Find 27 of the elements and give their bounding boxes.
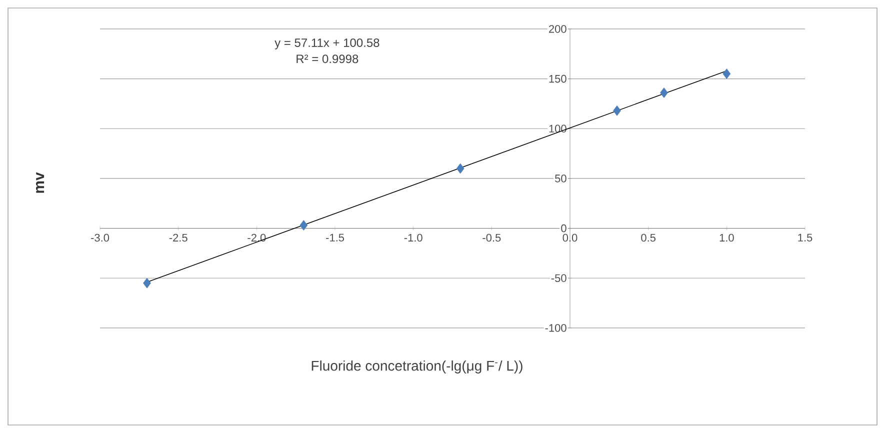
point bbox=[456, 163, 464, 174]
x-tick-label: 1.5 bbox=[798, 234, 812, 242]
y-tick-label: 150 bbox=[549, 74, 566, 83]
y-axis-title: mv bbox=[36, 172, 44, 193]
point bbox=[722, 68, 731, 80]
x-tick-label: -2.5 bbox=[169, 234, 188, 242]
annotation: y = 57.11x + 100.58 bbox=[274, 38, 380, 50]
x-tick-label: -1.0 bbox=[404, 234, 422, 242]
y-tick-label: -100 bbox=[545, 324, 566, 332]
point bbox=[300, 220, 308, 230]
x-tick-label: -2.0 bbox=[248, 234, 266, 242]
y-tick-label: 50 bbox=[555, 174, 566, 182]
y-tick-label: -50 bbox=[551, 274, 566, 282]
x-tick-label: -0.5 bbox=[482, 234, 501, 242]
annotation: R² = 0.9998 bbox=[296, 54, 358, 64]
x-tick-label: -3.0 bbox=[91, 234, 110, 242]
point bbox=[143, 278, 151, 288]
x-axis-title: Fluoride concetration(-lg(μg F$^{-}$/ L)) bbox=[312, 360, 522, 374]
x-tick-label: 0.0 bbox=[562, 234, 578, 242]
point bbox=[613, 105, 621, 116]
y-tick-label: 100 bbox=[549, 124, 566, 133]
x-tick-label: 0.5 bbox=[641, 234, 656, 242]
y-tick-label: 200 bbox=[549, 25, 566, 33]
y-tick-label: 0 bbox=[561, 224, 566, 232]
point bbox=[660, 88, 668, 98]
x-tick-label: -1.5 bbox=[326, 234, 344, 242]
x-tick-label: 1.0 bbox=[720, 234, 734, 242]
